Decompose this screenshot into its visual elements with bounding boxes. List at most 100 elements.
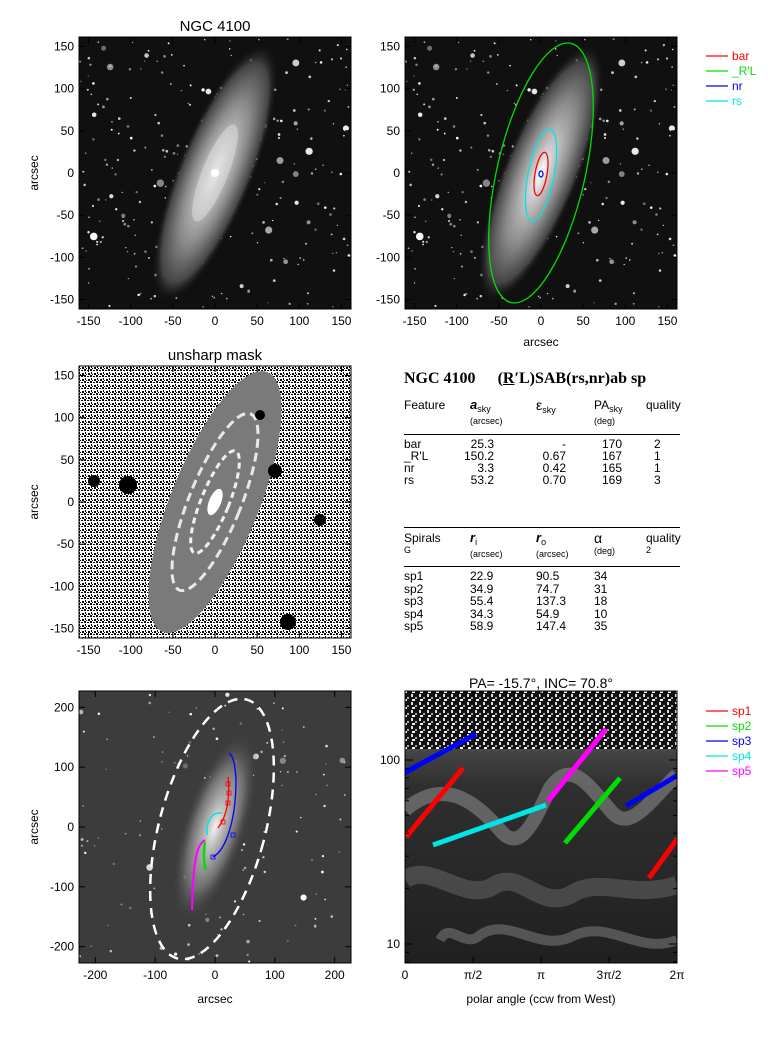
- polar-sp1-b: [646, 836, 677, 880]
- table-header-cell: quality: [646, 398, 681, 412]
- table-cell: 165: [601, 461, 622, 475]
- table-header-cell: PAsky (deg): [594, 398, 623, 426]
- table-cell: 90.5: [536, 569, 560, 583]
- x-tick-label: -150: [403, 314, 427, 328]
- legend-label: sp2: [732, 719, 752, 733]
- unsharp-ylabel: arcsec: [27, 484, 41, 519]
- table-header-cell: ro (arcsec): [536, 530, 569, 560]
- ellipse-xlabel: arcsec: [523, 335, 558, 349]
- x-tick-label: -50: [164, 643, 182, 657]
- ellipse-fit-panel: -150-150 -100 -100 -50 -50 0 0 50 50 100 100 150 150…: [376, 36, 757, 349]
- y-tick-label: -200: [50, 940, 74, 954]
- y-tick-label: 200: [54, 700, 74, 714]
- table-cell: 34.9: [470, 581, 494, 596]
- x-tick-label: 150: [331, 643, 351, 657]
- x-tick-label: 0: [402, 968, 409, 982]
- polar-sp2: [563, 776, 622, 845]
- table-cell: sp5: [404, 619, 424, 633]
- table-header-cell: Spirals G: [404, 531, 441, 555]
- arm-sp2: [202, 841, 208, 871]
- polar-xlabel: polar angle (ccw from West): [466, 992, 615, 1006]
- x-tick-label: 100: [289, 314, 309, 328]
- legend-label: nr: [732, 79, 743, 93]
- x-tick-label: 150: [657, 314, 677, 328]
- y-tick-label: 50: [61, 124, 75, 138]
- y-tick-label: 10: [387, 937, 401, 951]
- table-cell: 34.3: [470, 606, 494, 621]
- y-tick-label: 100: [54, 82, 74, 96]
- polar-plot-panel: PA= -15.7°, INC= 70.8° 0 π/2 π 3π/2 2π10010 …: [380, 675, 752, 1006]
- table-cell: 150.2: [463, 449, 494, 463]
- table-header-cell: ri (arcsec): [470, 530, 503, 560]
- y-tick-label: 100: [54, 411, 74, 425]
- table-cell: 167: [601, 449, 622, 463]
- table-cell: 22.9: [470, 569, 494, 583]
- table-header-cell: εsky: [536, 397, 556, 415]
- table-cell: 137.3: [536, 594, 567, 608]
- y-tick-label: -50: [57, 537, 75, 551]
- x-tick-label: 50: [250, 314, 264, 328]
- y-tick-label: -100: [50, 880, 74, 894]
- features-table: Feature asky (arcsec) εsky PAsky (deg) quality…: [404, 397, 681, 498]
- table-header-cell: quality 2: [646, 531, 681, 555]
- table-cell: 54.9: [536, 606, 560, 621]
- polar-sp4: [432, 802, 547, 848]
- spirals-sky-ylabel: arcsec: [27, 809, 41, 844]
- table-cell: 169: [601, 473, 622, 487]
- y-tick-label: 0: [67, 820, 74, 834]
- classification-r-underlined: R: [502, 370, 515, 387]
- y-tick-label: 0: [67, 166, 74, 180]
- x-tick-label: 0: [212, 643, 219, 657]
- galaxy-stars-layer: [79, 38, 351, 308]
- y-tick-label: 100: [380, 753, 400, 767]
- image-ylabel: arcsec: [27, 155, 41, 190]
- table-header-cell: α (deg): [594, 530, 616, 556]
- y-tick-label: 50: [61, 453, 75, 467]
- table-cell: 10: [594, 606, 608, 621]
- nr-ellipse: [538, 170, 544, 178]
- table-header-cell: Feature: [404, 398, 446, 412]
- image-axes: -150-150 -100 -100 -50 -50 0 0 50 50 100 100 150 150: [50, 37, 352, 328]
- table-cell: 53.2: [470, 473, 494, 487]
- y-tick-label: -50: [57, 208, 75, 222]
- spirals-table-rule: [404, 566, 680, 567]
- ellipse-axes: -150-150 -100 -100 -50 -50 0 0 50 50 100 100 150 150: [376, 37, 678, 328]
- bar-ellipse: [533, 151, 549, 197]
- arm-sp1: [217, 776, 230, 829]
- x-tick-label: -50: [164, 314, 182, 328]
- table-cell: sp4: [404, 606, 424, 621]
- table-cell: 170: [601, 437, 622, 451]
- table-cell: 35: [594, 619, 608, 633]
- table-cell: 58.9: [470, 619, 494, 633]
- spirals-table-top-rule: [404, 527, 680, 528]
- legend-label: sp5: [732, 764, 752, 778]
- y-tick-label: 50: [387, 124, 401, 138]
- y-tick-label: -100: [50, 250, 74, 264]
- legend-label: rs: [732, 94, 742, 108]
- x-tick-label: -100: [143, 968, 167, 982]
- classification-title: NGC 4100 (R′L)SAB(rs,nr)ab sp: [404, 370, 647, 387]
- table-cell: 2: [654, 437, 661, 451]
- y-tick-label: -100: [376, 250, 400, 264]
- table-cell: 18: [594, 594, 608, 608]
- spirals-sky-axes: -200 -100 0 100 200 -200 -100 0 100 200: [50, 691, 351, 982]
- table-cell: 34: [594, 569, 608, 583]
- polar-axes: 0 π/2 π 3π/2 2π 100 10: [380, 691, 684, 982]
- image-panel-title: NGC 4100: [180, 18, 251, 35]
- table-cell: sp3: [404, 594, 424, 608]
- table-cell: 0.67: [542, 449, 566, 463]
- x-tick-label: 50: [250, 643, 264, 657]
- x-tick-label: -100: [445, 314, 469, 328]
- polar-sp5: [546, 727, 608, 803]
- x-tick-label: 0: [212, 314, 219, 328]
- table-cell: 147.4: [536, 619, 567, 633]
- table-header-cell: asky (arcsec): [470, 397, 503, 427]
- y-tick-label: 150: [54, 369, 74, 383]
- x-tick-label: 0: [538, 314, 545, 328]
- y-tick-label: -50: [383, 208, 401, 222]
- table-cell: sp1: [404, 569, 424, 583]
- unsharp-mask-panel: unsharp mask -150-150 -100 -100 -50 -50 0 0 50 5…: [27, 347, 352, 657]
- x-tick-label: 3π/2: [597, 968, 622, 982]
